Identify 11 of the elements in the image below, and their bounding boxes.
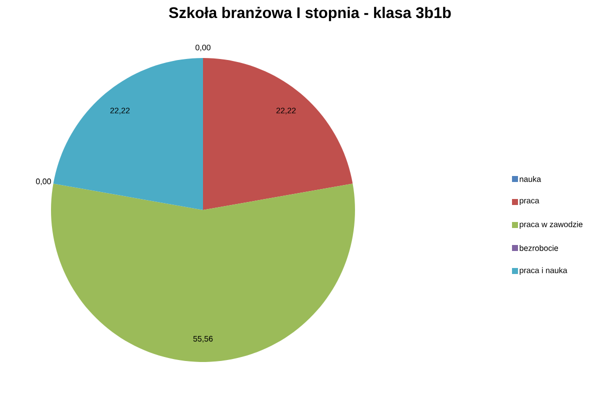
legend-label: praca w zawodzie xyxy=(520,221,582,229)
data-label: 55,56 xyxy=(193,336,213,343)
text: 0,00 xyxy=(196,44,210,52)
data-label: 22,22 xyxy=(276,108,296,114)
chart-title: Szkoła branżowa I stopnia - klasa 3b1b xyxy=(168,6,451,22)
legend-label: nauka xyxy=(520,176,542,182)
legend-label: praca i nauka xyxy=(520,267,568,275)
data-label: 22,22 xyxy=(110,108,130,114)
text: 0,00 xyxy=(36,178,51,186)
legend-label: praca xyxy=(520,199,540,205)
legend-label: bezrobocie xyxy=(520,245,558,251)
